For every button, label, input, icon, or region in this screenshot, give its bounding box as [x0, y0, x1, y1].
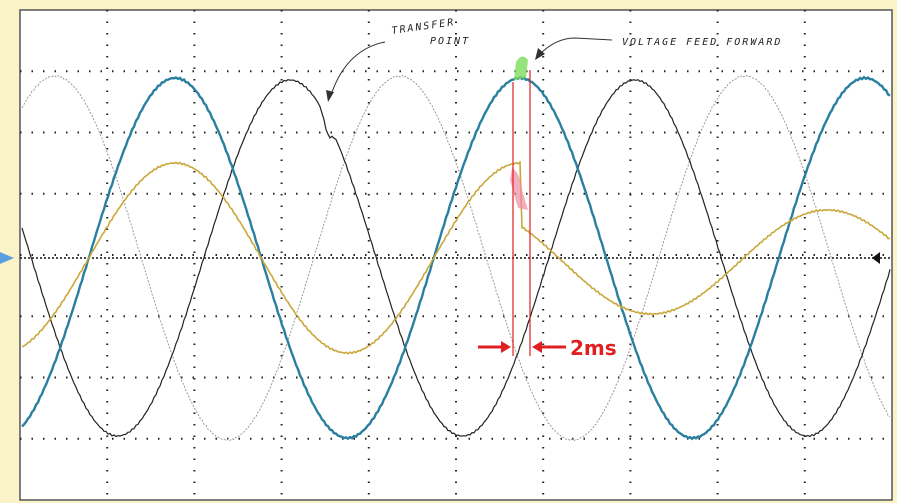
oscilloscope-capture: 2ms TRANSFER POINT VOLTAGE FEED FORWARD: [0, 0, 897, 503]
annotation: VOLTAGE FEED FORWARD: [622, 37, 782, 48]
ground-marker: [0, 252, 14, 264]
annotation: POINT: [430, 36, 470, 47]
page: {"annotations": {"transfer_line1": "TRAN…: [0, 0, 897, 503]
interval-label: 2ms: [570, 336, 617, 360]
